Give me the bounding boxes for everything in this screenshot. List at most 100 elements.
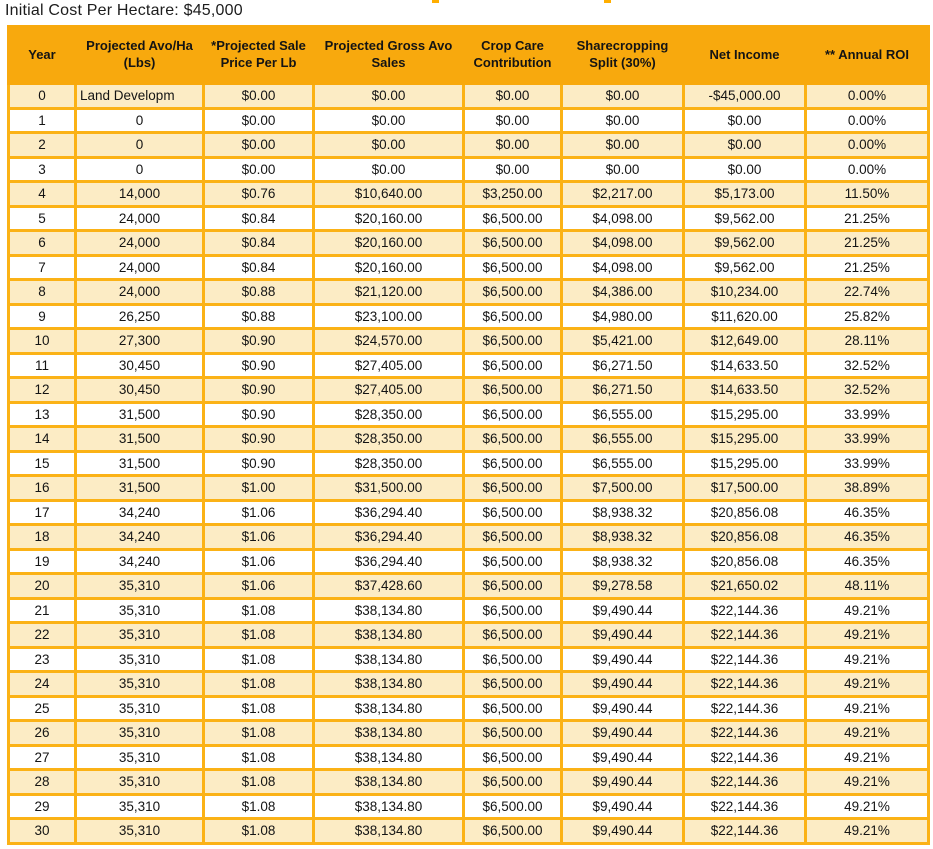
table-cell: $6,500.00	[462, 278, 563, 306]
table-cell: 49.21%	[804, 621, 930, 649]
table-cell: 49.21%	[804, 596, 930, 624]
table-cell: $0.90	[202, 400, 315, 428]
table-cell: $9,562.00	[682, 204, 807, 232]
table-cell: $5,421.00	[560, 327, 685, 355]
table-cell: 35,310	[74, 670, 205, 698]
table-cell: $6,271.50	[560, 351, 685, 379]
table-cell: $21,120.00	[312, 278, 465, 306]
table-cell: 49.21%	[804, 743, 930, 771]
table-cell: 46.35%	[804, 547, 930, 575]
table-cell: 31,500	[74, 425, 205, 453]
table-cell: 35,310	[74, 719, 205, 747]
table-cell: 16	[7, 474, 77, 502]
table-row: 30 35,310 $1.08 $38,134.80 $6,500.00 $9,490.4…	[7, 817, 930, 845]
table-cell: $0.00	[202, 155, 315, 183]
table-cell: 3	[7, 155, 77, 183]
table-row: 1 0 $0.00 $0.00 $0.00 $0.00 $0.00 0.00%	[7, 106, 930, 134]
table-cell: $6,500.00	[462, 351, 563, 379]
table-row: 27 35,310 $1.08 $38,134.80 $6,500.00 $9,490.4…	[7, 743, 930, 771]
table-cell: $6,500.00	[462, 596, 563, 624]
table-cell: $0.90	[202, 425, 315, 453]
table-cell: $0.00	[462, 106, 563, 134]
table-cell: $10,640.00	[312, 180, 465, 208]
table-row: 22 35,310 $1.08 $38,134.80 $6,500.00 $9,490.4…	[7, 621, 930, 649]
table-cell: $6,500.00	[462, 719, 563, 747]
table-cell: 49.21%	[804, 670, 930, 698]
table-cell: $28,350.00	[312, 400, 465, 428]
table-cell: 24,000	[74, 278, 205, 306]
table-cell: $0.00	[560, 155, 685, 183]
table-row: 16 31,500 $1.00 $31,500.00 $6,500.00 $7,500.0…	[7, 474, 930, 502]
table-cell: 26,250	[74, 302, 205, 330]
table-row: 18 34,240 $1.06 $36,294.40 $6,500.00 $8,938.3…	[7, 523, 930, 551]
table-cell: 24,000	[74, 229, 205, 257]
table-cell: 0.00%	[804, 155, 930, 183]
table-row: 6 24,000 $0.84 $20,160.00 $6,500.00 $4,098.00…	[7, 229, 930, 257]
table-cell: $38,134.80	[312, 621, 465, 649]
table-cell: $20,160.00	[312, 229, 465, 257]
table-cell: $6,500.00	[462, 768, 563, 796]
table-row: 19 34,240 $1.06 $36,294.40 $6,500.00 $8,938.3…	[7, 547, 930, 575]
table-cell: 30,450	[74, 376, 205, 404]
table-cell: 31,500	[74, 449, 205, 477]
table-cell: 34,240	[74, 523, 205, 551]
table-row: 5 24,000 $0.84 $20,160.00 $6,500.00 $4,098.00…	[7, 204, 930, 232]
table-cell: $38,134.80	[312, 817, 465, 845]
table-cell: 4	[7, 180, 77, 208]
column-header: Projected Avo/Ha (Lbs)	[74, 25, 205, 85]
table-cell: 35,310	[74, 645, 205, 673]
table-header-row: Year Projected Avo/Ha (Lbs) *Projected Sal…	[7, 25, 930, 85]
table-cell: $6,555.00	[560, 449, 685, 477]
table-cell: $0.84	[202, 204, 315, 232]
table-cell: 21.25%	[804, 229, 930, 257]
table-cell: 19	[7, 547, 77, 575]
table-cell: $17,500.00	[682, 474, 807, 502]
table-cell: 2	[7, 131, 77, 159]
table-cell: $22,144.36	[682, 817, 807, 845]
column-header: Sharecropping Split (30%)	[560, 25, 685, 85]
table-cell: $6,500.00	[462, 204, 563, 232]
table-cell: $1.06	[202, 572, 315, 600]
table-cell: $38,134.80	[312, 743, 465, 771]
table-cell: 0	[7, 82, 77, 110]
table-cell: 35,310	[74, 743, 205, 771]
table-body: 0 Land Developm $0.00 $0.00 $0.00 $0.00 -$45,0…	[7, 82, 930, 845]
table-cell: 33.99%	[804, 400, 930, 428]
table-cell: $38,134.80	[312, 670, 465, 698]
table-row: 20 35,310 $1.06 $37,428.60 $6,500.00 $9,278.5…	[7, 572, 930, 600]
table-cell: $0.84	[202, 253, 315, 281]
table-cell: $1.06	[202, 547, 315, 575]
table-row: 17 34,240 $1.06 $36,294.40 $6,500.00 $8,938.3…	[7, 498, 930, 526]
table-cell: $0.00	[560, 82, 685, 110]
table-cell: $1.08	[202, 694, 315, 722]
table-cell: 11.50%	[804, 180, 930, 208]
table-cell: $15,295.00	[682, 400, 807, 428]
table-cell: 32.52%	[804, 376, 930, 404]
table-cell: $1.08	[202, 768, 315, 796]
table-cell: 26	[7, 719, 77, 747]
table-cell: 9	[7, 302, 77, 330]
table-cell: $0.88	[202, 302, 315, 330]
table-cell: $15,295.00	[682, 449, 807, 477]
table-cell: $6,500.00	[462, 327, 563, 355]
table-cell: $0.00	[462, 82, 563, 110]
table-cell: 34,240	[74, 498, 205, 526]
table-cell: $8,938.32	[560, 498, 685, 526]
table-cell: 35,310	[74, 768, 205, 796]
table-cell: 23	[7, 645, 77, 673]
table-cell: 12	[7, 376, 77, 404]
table-cell: $0.00	[560, 106, 685, 134]
table-cell: 0	[74, 106, 205, 134]
table-cell: 32.52%	[804, 351, 930, 379]
table-cell: $36,294.40	[312, 523, 465, 551]
table-cell: 25	[7, 694, 77, 722]
table-cell: $0.00	[202, 131, 315, 159]
table-cell: $20,160.00	[312, 204, 465, 232]
table-cell: $23,100.00	[312, 302, 465, 330]
table-cell: $9,562.00	[682, 253, 807, 281]
table-cell: $4,386.00	[560, 278, 685, 306]
table-cell: $0.00	[682, 155, 807, 183]
table-cell: 24,000	[74, 253, 205, 281]
table-cell: 10	[7, 327, 77, 355]
